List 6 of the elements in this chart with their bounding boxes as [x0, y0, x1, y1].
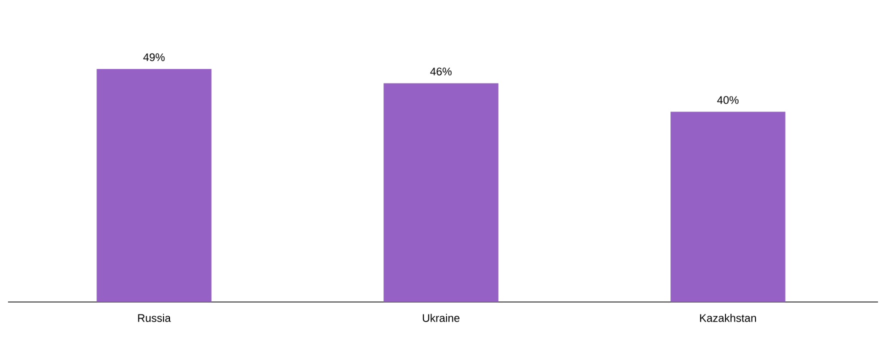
data-label: 40% [717, 96, 739, 104]
x-tick-label: Ukraine [422, 314, 460, 322]
data-label: 49% [143, 53, 165, 62]
data-label: 46% [430, 68, 452, 76]
x-tick-label: Russia [138, 314, 171, 322]
x-tick-label: Kazakhstan [700, 314, 756, 322]
